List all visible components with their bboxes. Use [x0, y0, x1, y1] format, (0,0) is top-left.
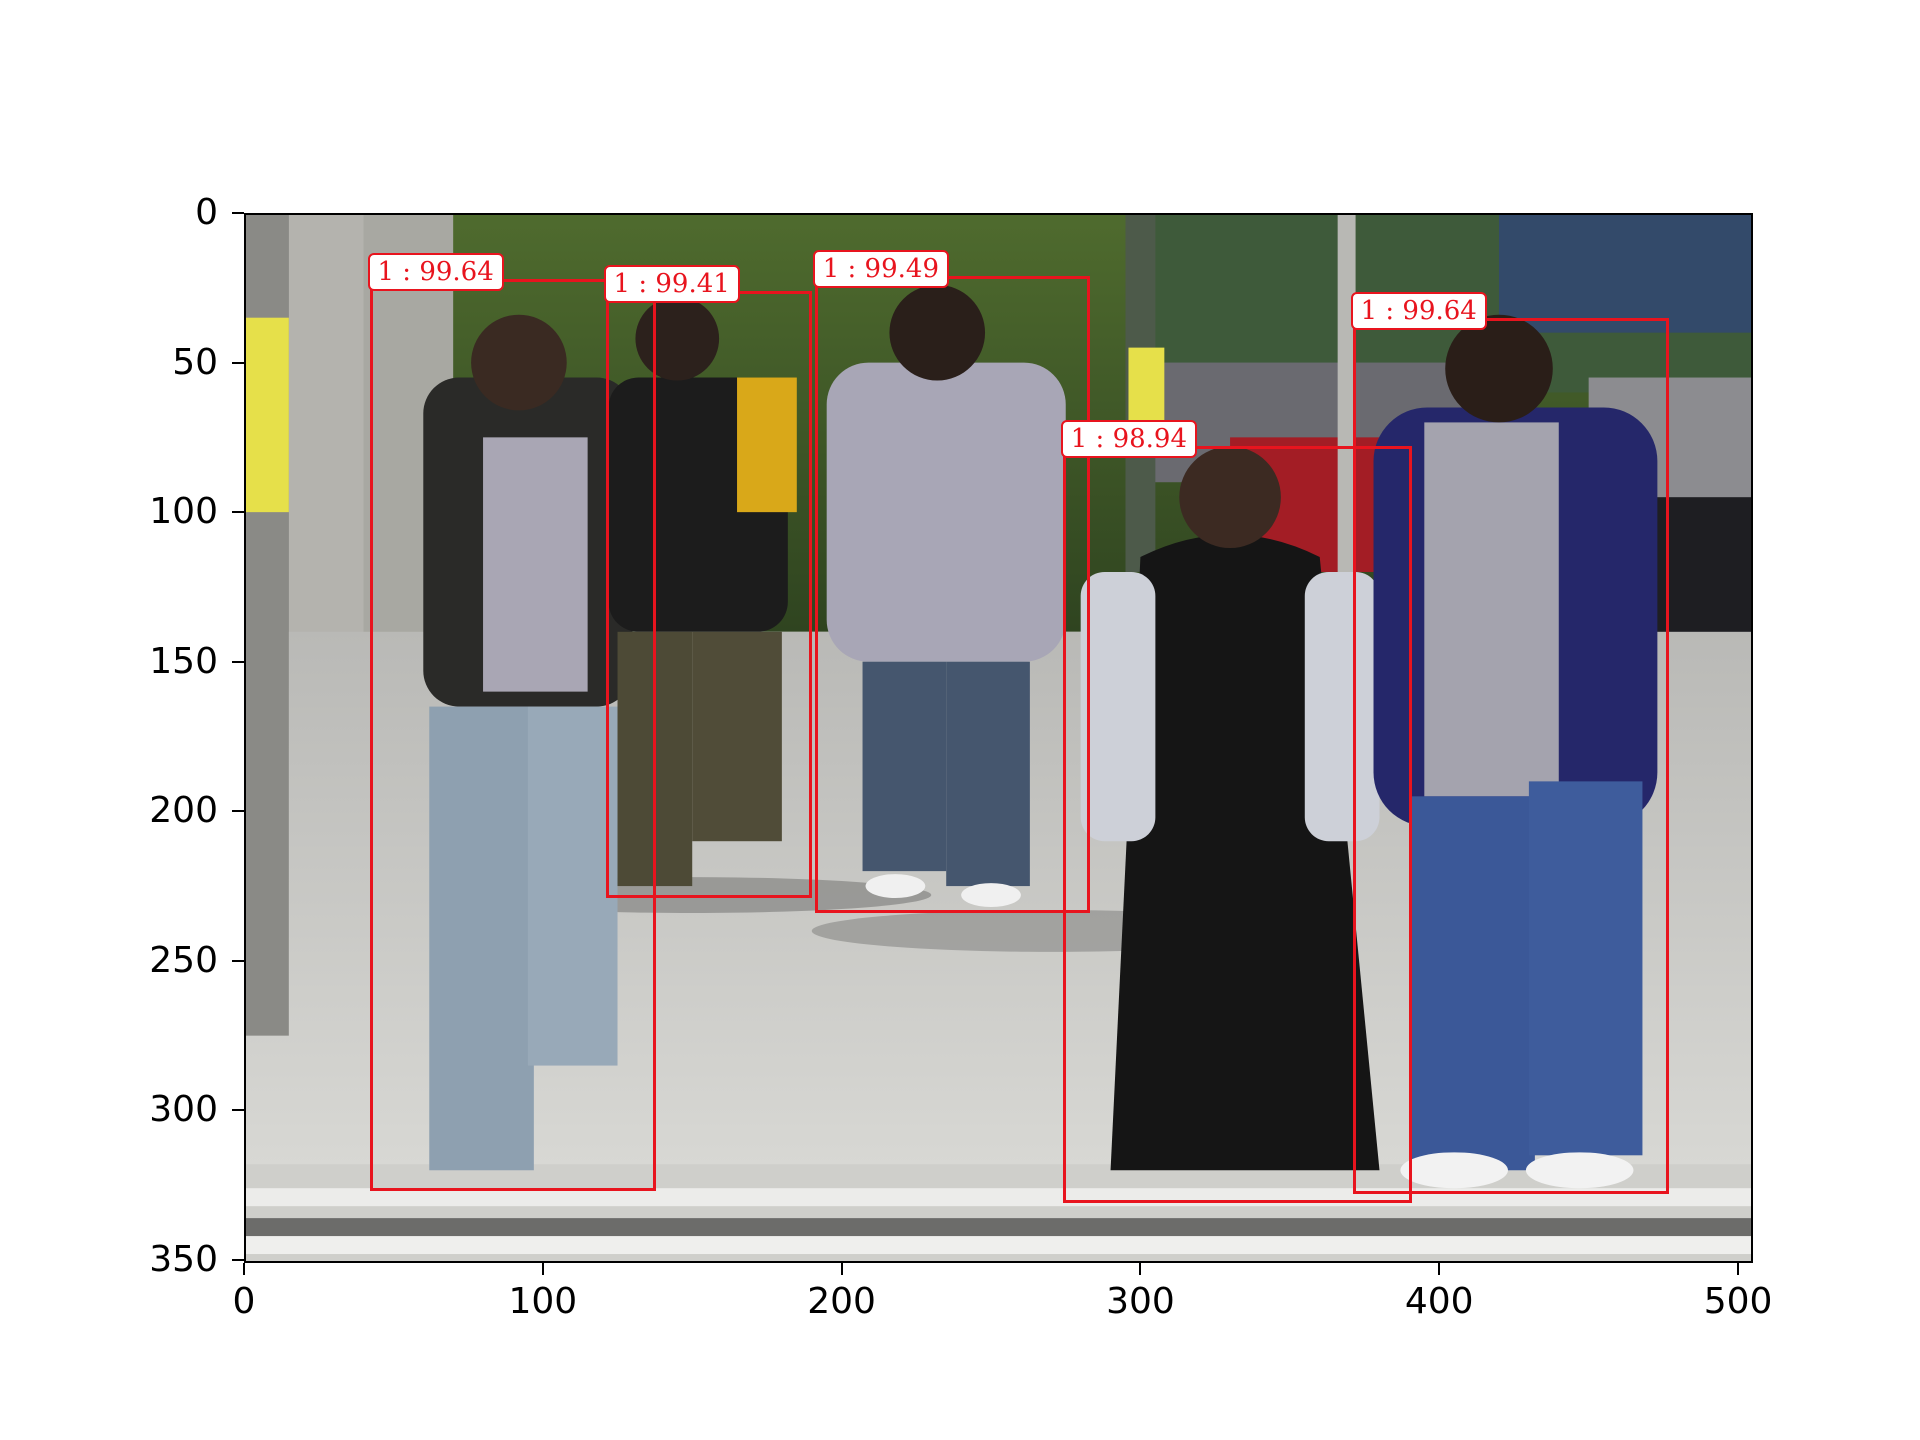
y-tick-label: 200: [149, 790, 218, 832]
detection-box: [605, 290, 812, 899]
y-tick-mark: [232, 660, 244, 663]
y-tick-label: 0: [195, 192, 218, 233]
y-tick-mark: [232, 1259, 244, 1261]
y-tick-mark: [232, 511, 244, 514]
y-tick-label: 50: [172, 341, 218, 383]
x-tick-label: 300: [1106, 1281, 1175, 1322]
street-photo: [244, 213, 1753, 1263]
x-tick-mark: [1438, 1263, 1441, 1275]
y-tick-label: 350: [149, 1239, 218, 1280]
y-tick-mark: [232, 1109, 244, 1112]
y-tick-label: 150: [149, 640, 218, 682]
detection-label: 1 : 99.64: [1350, 291, 1487, 330]
y-tick-mark: [232, 361, 244, 364]
x-tick-mark: [541, 1263, 544, 1275]
x-tick-mark: [840, 1263, 843, 1275]
detection-label: 1 : 99.41: [603, 264, 740, 303]
x-tick-label: 500: [1703, 1281, 1773, 1322]
detection-label: 1 : 98.94: [1060, 420, 1197, 459]
detection-box: [369, 278, 657, 1192]
detection-box: [1062, 446, 1413, 1204]
x-tick-mark: [243, 1263, 245, 1275]
photo-plot-area: [244, 213, 1753, 1263]
detection-label: 1 : 99.49: [812, 249, 949, 288]
y-tick-label: 300: [149, 1089, 218, 1131]
x-tick-mark: [1737, 1263, 1740, 1275]
x-tick-label: 100: [508, 1281, 578, 1322]
detection-box: [814, 275, 1090, 913]
x-tick-label: 400: [1404, 1281, 1474, 1322]
y-tick-mark: [232, 810, 244, 813]
y-tick-label: 250: [149, 939, 218, 981]
detection-box: [1352, 317, 1670, 1195]
x-tick-label: 0: [232, 1281, 256, 1322]
x-tick-mark: [1139, 1263, 1142, 1275]
detection-label: 1 : 99.64: [367, 252, 504, 291]
y-tick-label: 100: [149, 491, 218, 533]
x-tick-label: 200: [807, 1281, 876, 1322]
y-tick-mark: [232, 959, 244, 962]
y-tick-mark: [232, 212, 244, 214]
